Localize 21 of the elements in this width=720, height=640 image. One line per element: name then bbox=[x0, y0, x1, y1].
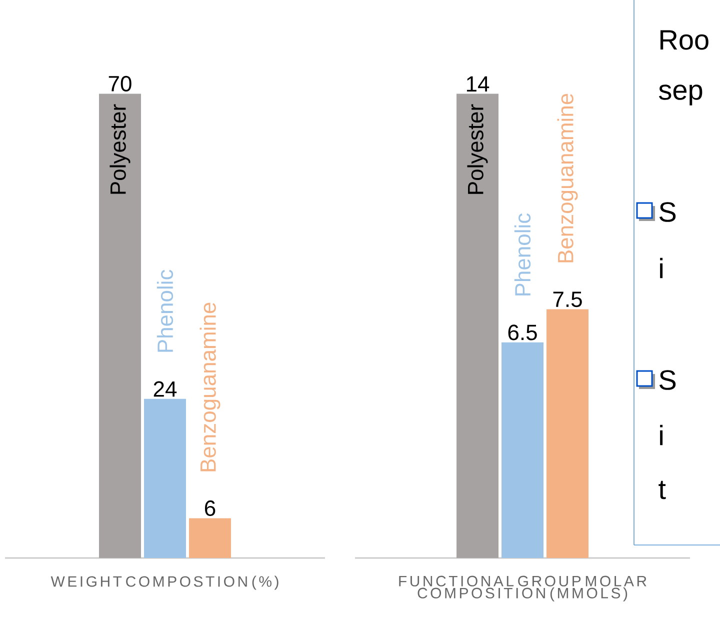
series-label: Polyester bbox=[110, 104, 130, 194]
x-axis-title: WEIGHT COMPOSTION (%) bbox=[50, 576, 278, 590]
data-label: 14 bbox=[466, 76, 490, 92]
data-label: 6.5 bbox=[508, 324, 537, 340]
annotation: S bbox=[659, 370, 676, 390]
text: Benzoguanamine bbox=[200, 302, 220, 472]
text: Phenolic bbox=[514, 213, 531, 296]
data-label: 24 bbox=[154, 381, 177, 397]
text: Benzoguanamine bbox=[557, 94, 578, 262]
data-label: 6 bbox=[205, 500, 216, 516]
text: Phenolic bbox=[156, 270, 174, 352]
annotation: sep bbox=[658, 84, 702, 106]
annotation: i bbox=[660, 258, 663, 278]
data-label: 70 bbox=[108, 76, 132, 92]
annotation: i bbox=[660, 424, 663, 446]
data-label: 7.5 bbox=[553, 292, 582, 308]
text: Roo bbox=[660, 30, 708, 50]
annotation: t bbox=[658, 480, 666, 500]
annotation: S bbox=[659, 202, 676, 222]
series-label: Polyester bbox=[467, 104, 488, 194]
x-axis-title: FUNCTIONAL GROUP MOLAR COMPOSITION (MMOLS) bbox=[399, 576, 646, 602]
